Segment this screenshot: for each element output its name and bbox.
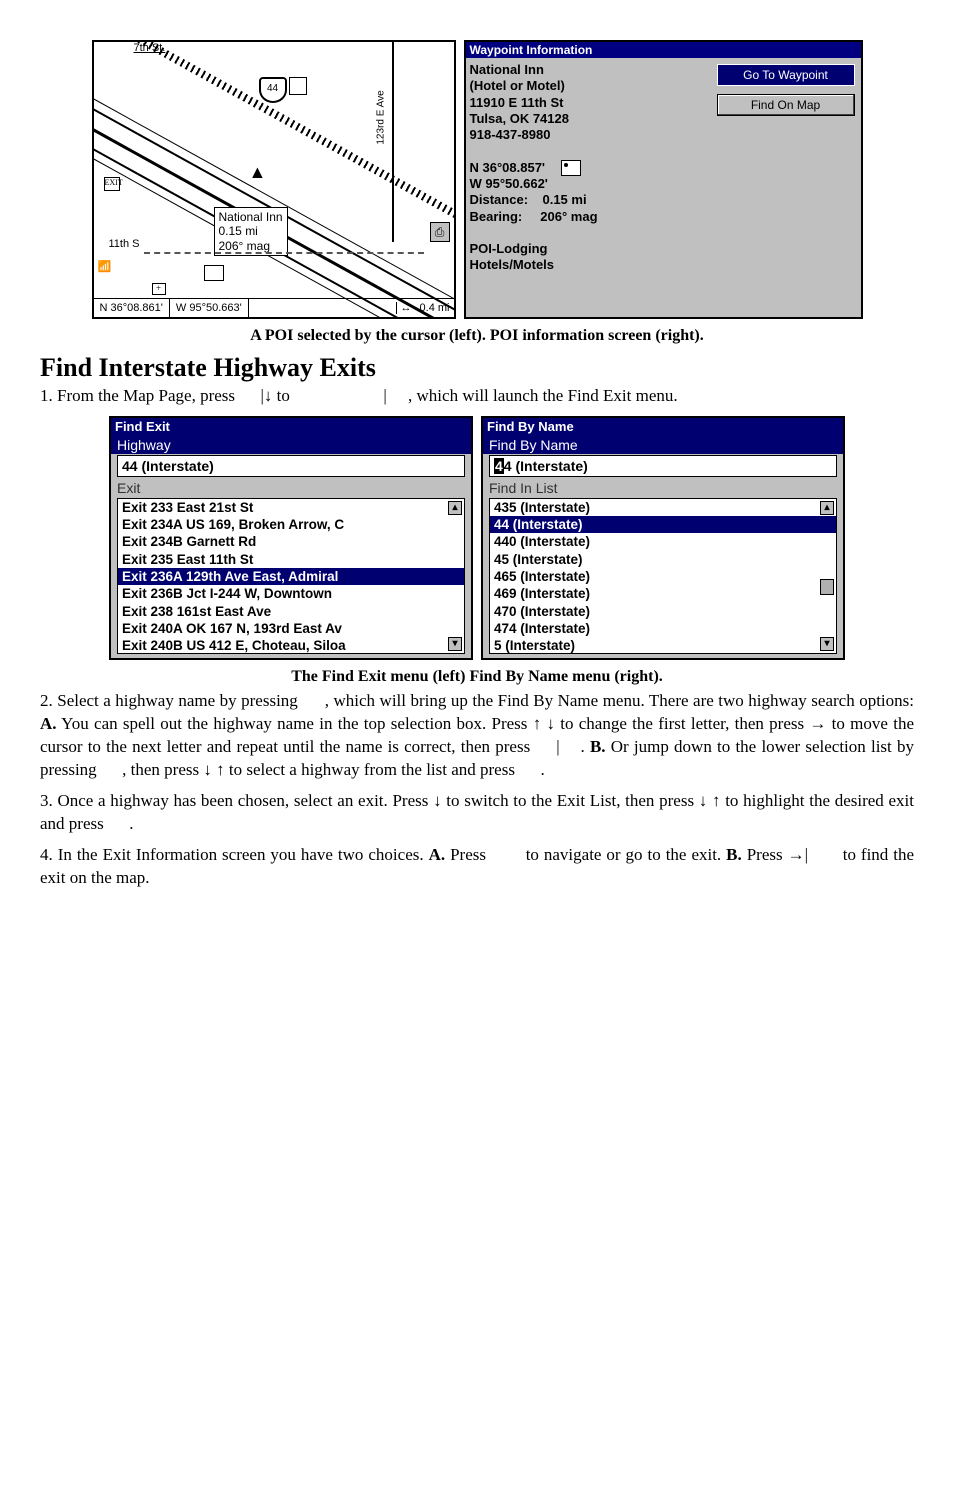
list-item[interactable]: 5 (Interstate) [490, 637, 836, 654]
find-exit-panel: Find Exit Highway 44 (Interstate) Exit ▴… [109, 416, 473, 660]
list-item[interactable]: Exit 238 161st East Ave [118, 603, 464, 620]
scroll-down-icon[interactable]: ▾ [820, 637, 834, 651]
bearing-value: 206° mag [540, 209, 597, 224]
waypoint-info-panel: Waypoint Information National Inn (Hotel… [464, 40, 863, 319]
list-item[interactable]: Exit 235 East 11th St [118, 551, 464, 568]
signal-indicator-icon: 📶 [98, 260, 112, 273]
lodging-icon [561, 160, 581, 176]
map-snapshot: 7th St. 123rd E Ave 44 ▲ EXIT National I… [92, 40, 456, 319]
panel-title: Waypoint Information [466, 42, 861, 58]
coord-n: N 36°08.861' [94, 299, 170, 317]
find-on-map-button[interactable]: Find On Map [717, 94, 855, 116]
list-item[interactable]: Exit 233 East 21st St [118, 499, 464, 516]
highway-section-label: Highway [111, 435, 471, 454]
poi-distance: 0.15 mi [219, 224, 283, 238]
map-tool-icon[interactable]: ⎙ [430, 222, 450, 242]
panel-title: Find Exit [111, 418, 471, 435]
scroll-down-icon[interactable]: ▾ [448, 637, 462, 651]
poi-bearing: 206° mag [219, 239, 283, 253]
scroll-thumb[interactable] [820, 579, 834, 595]
pan-arrow-icon[interactable]: ↔ [396, 302, 416, 314]
list-item[interactable]: 465 (Interstate) [490, 568, 836, 585]
exit-listbox[interactable]: ▴ ▾ Exit 233 East 21st StExit 234A US 16… [117, 498, 465, 654]
list-item[interactable]: 469 (Interstate) [490, 585, 836, 602]
road-dashed [144, 252, 424, 254]
list-item[interactable]: Exit 236B Jct I-244 W, Downtown [118, 585, 464, 602]
instruction-step-1: 1. From the Map Page, press |↓ to | , wh… [40, 385, 914, 408]
exit-marker: EXIT [104, 177, 120, 191]
lodging-marker-icon [204, 265, 224, 281]
coord-n: N 36°08.857' [470, 160, 546, 175]
highway-listbox[interactable]: ▴ ▾ 435 (Interstate)44 (Interstate)440 (… [489, 498, 837, 654]
list-item[interactable]: Exit 234A US 169, Broken Arrow, C [118, 516, 464, 533]
list-item[interactable]: 44 (Interstate) [490, 516, 836, 533]
category-line2: Hotels/Motels [470, 257, 857, 273]
road-label-123rd: 123rd E Ave [376, 90, 387, 144]
input-rest: 4 (Interstate) [504, 458, 588, 474]
panel-title: Find By Name [483, 418, 843, 435]
list-item[interactable]: 474 (Interstate) [490, 620, 836, 637]
poi-phone: 918-437-8980 [470, 127, 857, 143]
figure-caption-2: The Find Exit menu (left) Find By Name m… [40, 668, 914, 686]
list-item[interactable]: 435 (Interstate) [490, 499, 836, 516]
input-cursor-char: 4 [494, 458, 504, 474]
highway-line [92, 92, 456, 312]
instruction-step-2: 2. Select a highway name by pressing , w… [40, 690, 914, 782]
list-item[interactable]: Exit 234B Garnett Rd [118, 533, 464, 550]
list-item[interactable]: 470 (Interstate) [490, 603, 836, 620]
road-label-11th: 11th S [109, 238, 140, 250]
figure-caption-1: A POI selected by the cursor (left). POI… [40, 327, 914, 345]
coord-w: W 95°50.663' [170, 299, 249, 317]
poi-callout-box: National Inn 0.15 mi 206° mag [214, 207, 288, 256]
name-input[interactable]: 44 (Interstate) [489, 455, 837, 477]
poi-name: National Inn [219, 210, 283, 224]
distance-label: Distance: [470, 192, 529, 207]
find-in-list-label: Find In List [483, 478, 843, 497]
vertical-road [392, 42, 394, 242]
lodging-poi-icon [289, 77, 307, 95]
scroll-up-icon[interactable]: ▴ [448, 501, 462, 515]
distance-value: 0.15 mi [542, 192, 586, 207]
category-line1: POI-Lodging [470, 241, 857, 257]
instruction-step-4: 4. In the Exit Information screen you ha… [40, 844, 914, 890]
list-item[interactable]: Exit 240B US 412 E, Choteau, Siloa [118, 637, 464, 654]
coord-w: W 95°50.662' [470, 176, 857, 192]
find-by-name-panel: Find By Name Find By Name 44 (Interstate… [481, 416, 845, 660]
highway-shield: 44 [259, 77, 287, 103]
list-item[interactable]: 45 (Interstate) [490, 551, 836, 568]
section-heading: Find Interstate Highway Exits [40, 353, 914, 383]
bearing-label: Bearing: [470, 209, 523, 224]
plus-marker: + [152, 283, 166, 295]
find-by-name-section-label: Find By Name [483, 435, 843, 454]
map-status-bar: N 36°08.861' W 95°50.663' ↔ 0.4 mi [94, 298, 454, 317]
map-cursor-icon: ▲ [249, 162, 267, 183]
exit-section-label: Exit [111, 478, 471, 497]
goto-waypoint-button[interactable]: Go To Waypoint [717, 64, 855, 86]
list-item[interactable]: Exit 236A 129th Ave East, Admiral [118, 568, 464, 585]
scroll-up-icon[interactable]: ▴ [820, 501, 834, 515]
instruction-step-3: 3. Once a highway has been chosen, selec… [40, 790, 914, 836]
list-item[interactable]: Exit 240A OK 167 N, 193rd East Av [118, 620, 464, 637]
list-item[interactable]: 440 (Interstate) [490, 533, 836, 550]
zoom-level: 0.4 mi [416, 302, 454, 314]
highway-input[interactable]: 44 (Interstate) [117, 455, 465, 477]
